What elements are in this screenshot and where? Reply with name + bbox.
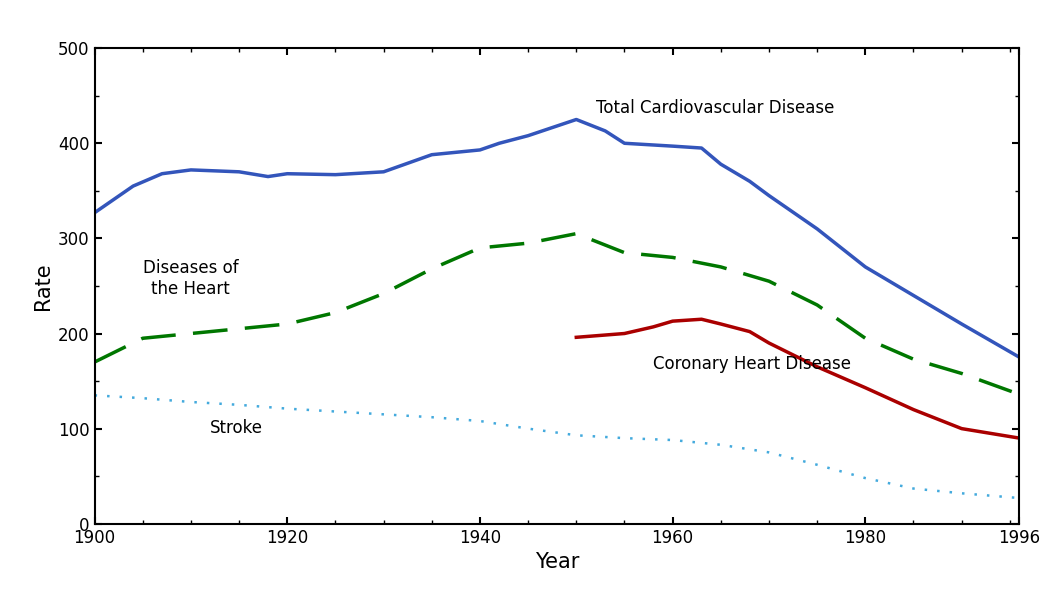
Text: Stroke: Stroke	[210, 418, 263, 436]
Y-axis label: Rate: Rate	[33, 262, 53, 310]
Text: Diseases of
the Heart: Diseases of the Heart	[143, 259, 239, 298]
Text: Total Cardiovascular Disease: Total Cardiovascular Disease	[596, 99, 833, 117]
X-axis label: Year: Year	[535, 552, 579, 572]
Text: Coronary Heart Disease: Coronary Heart Disease	[654, 355, 851, 373]
